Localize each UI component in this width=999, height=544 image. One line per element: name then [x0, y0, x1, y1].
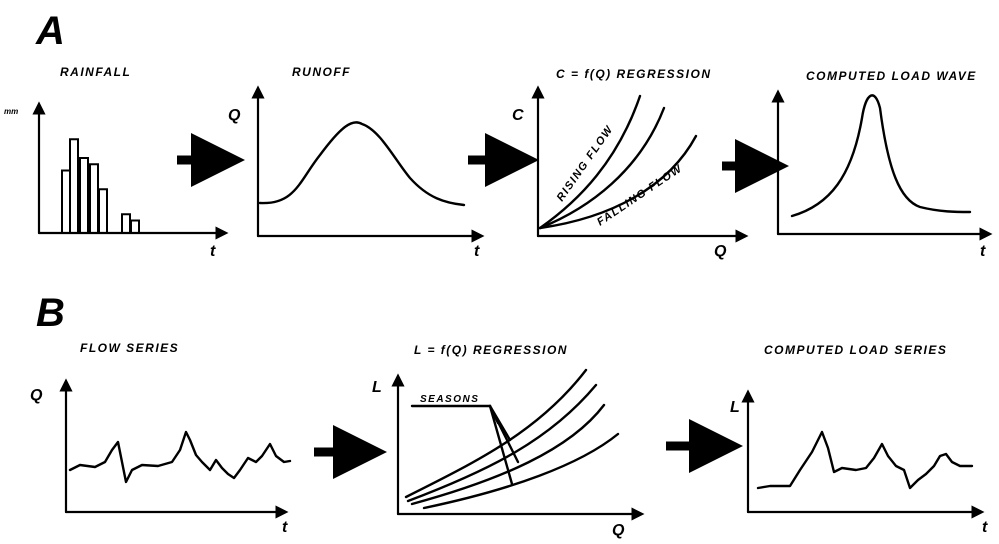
- load-series-y-axis-label: L: [730, 399, 740, 416]
- c-regression-panel: C = f(Q) REGRESSION C RISING FLOW FALLIN…: [512, 67, 749, 260]
- flow-series-title: FLOW SERIES: [80, 341, 179, 355]
- seasons-pointer-3: [488, 404, 520, 464]
- rainfall-bars: [61, 138, 140, 234]
- load-series-x-axis-label: t: [982, 519, 988, 536]
- c-regression-x-axis-label: Q: [714, 243, 727, 260]
- season-curve-4: [422, 432, 620, 510]
- load-series-curve: [756, 430, 974, 490]
- rainfall-bar: [121, 213, 131, 234]
- flow-series-x-axis-label: t: [282, 519, 288, 536]
- load-series-panel: COMPUTED LOAD SERIES L t: [730, 343, 988, 536]
- runoff-x-axis-label: t: [474, 243, 480, 260]
- load-wave-x-axis-label: t: [980, 243, 986, 260]
- rainfall-x-axis-label: t: [210, 243, 216, 260]
- rainfall-bar: [61, 169, 71, 234]
- rainfall-y-axis-label: mm: [4, 107, 18, 116]
- rainfall-bar: [130, 219, 140, 234]
- section-b-letter: B: [36, 291, 65, 335]
- l-regression-title: L = f(Q) REGRESSION: [414, 343, 568, 357]
- runoff-hydrograph: [258, 121, 466, 207]
- season-curve-1: [404, 368, 588, 499]
- middle-regression-curve: [538, 106, 666, 230]
- rainfall-bar: [79, 157, 89, 234]
- rainfall-panel: RAINFALL mm t: [4, 65, 229, 260]
- falling-flow-curve: [538, 134, 698, 230]
- load-wave-title: COMPUTED LOAD WAVE: [806, 69, 977, 83]
- falling-flow-label: FALLING FLOW: [595, 162, 685, 228]
- season-curve-2: [406, 383, 598, 503]
- flow-series-y-axis-label: Q: [30, 387, 43, 404]
- l-regression-x-axis-label: Q: [612, 522, 625, 539]
- flow-series-curve: [68, 430, 292, 484]
- l-regression-y-axis-label: L: [372, 379, 382, 396]
- rainfall-bar: [69, 138, 79, 234]
- season-curve-3: [410, 403, 606, 506]
- load-series-title: COMPUTED LOAD SERIES: [764, 343, 947, 357]
- l-regression-panel: L = f(Q) REGRESSION L SEASONS Q: [372, 343, 645, 539]
- c-regression-y-axis-label: C: [512, 107, 524, 124]
- flow-series-panel: FLOW SERIES Q t: [30, 341, 292, 536]
- rising-flow-curve: [538, 94, 642, 230]
- load-wave-curve: [790, 94, 972, 218]
- c-regression-title: C = f(Q) REGRESSION: [556, 67, 712, 81]
- runoff-title: RUNOFF: [292, 65, 351, 79]
- section-a-letter: A: [35, 9, 65, 53]
- seasons-label: SEASONS: [420, 394, 479, 405]
- rainfall-title: RAINFALL: [60, 65, 131, 79]
- load-wave-panel: COMPUTED LOAD WAVE t: [771, 69, 993, 260]
- runoff-y-axis-label: Q: [228, 107, 241, 124]
- rainfall-bar: [89, 163, 99, 234]
- seasons-pointer-4: [488, 404, 514, 486]
- runoff-panel: RUNOFF Q t: [228, 65, 485, 260]
- rainfall-bar: [98, 188, 108, 234]
